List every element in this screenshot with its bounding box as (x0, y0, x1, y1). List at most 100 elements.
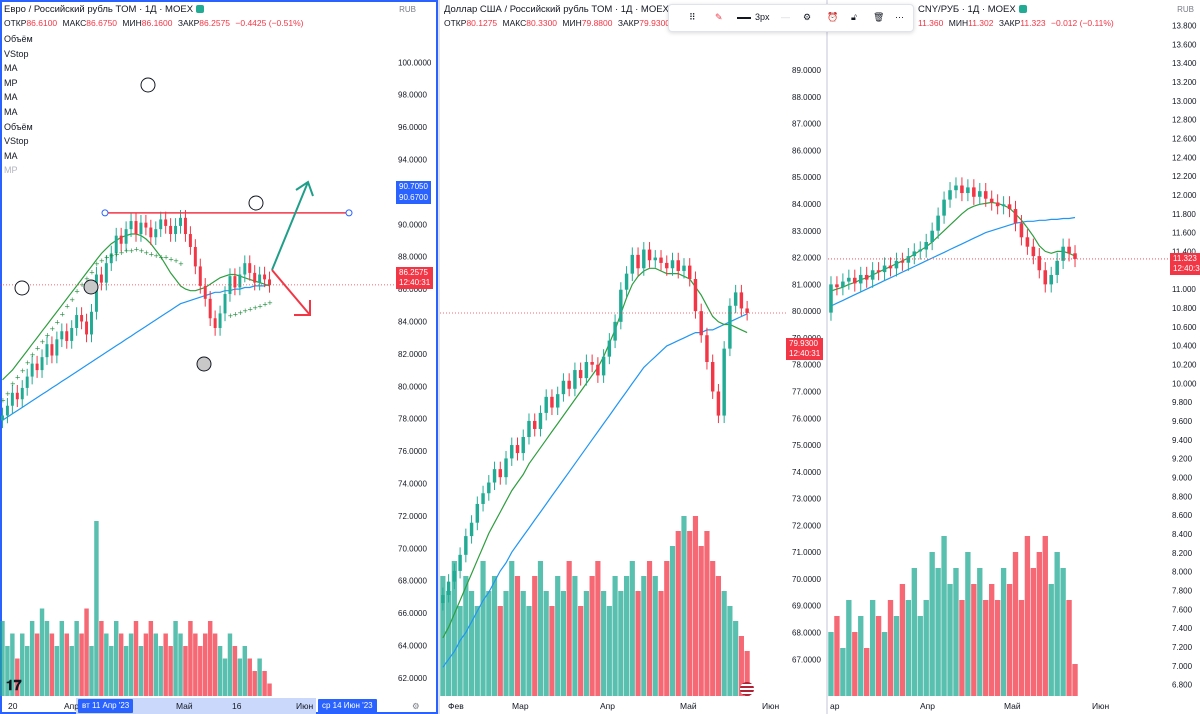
candle-body (492, 469, 497, 483)
vstop-marker: + (242, 307, 248, 315)
candle-body (544, 396, 548, 413)
chart-pane-eur-rub[interactable]: 100.000098.000096.000094.000092.000090.0… (0, 0, 438, 714)
legend-item[interactable]: MP (4, 77, 18, 88)
vstop-marker: + (158, 254, 164, 262)
volume-bar (104, 633, 109, 696)
more-icon[interactable]: ⋯ (895, 12, 904, 22)
close-label: ЗАКР (177, 18, 200, 28)
trash-icon[interactable]: 🗑︎ (873, 12, 885, 22)
legend-item[interactable]: VStop (4, 136, 29, 147)
volume-bar (29, 621, 35, 696)
candle-body (99, 274, 103, 283)
candle-body (218, 313, 222, 328)
low-label: МИН (948, 18, 969, 28)
market-open-icon (196, 5, 205, 13)
settings-gear-icon[interactable]: ⚙ (412, 701, 420, 711)
volume-bar (560, 591, 567, 696)
vstop-marker: + (84, 275, 90, 283)
candle-body (918, 249, 923, 252)
alert-clock-icon[interactable]: ⏰ (827, 12, 839, 22)
currency-label[interactable]: RUB (399, 5, 416, 14)
candle-body (208, 298, 212, 319)
legend-item[interactable]: MA (4, 150, 18, 161)
volume-bar (109, 646, 114, 696)
volume-bar (148, 621, 154, 696)
drawing-toolbar[interactable]: ⠿ ✎ 3px — ⚙ ⏰ 🔓︎ 🗑︎ ⋯ (668, 4, 914, 32)
y-tick-label: 9.200 (1172, 455, 1193, 464)
time-axis[interactable]: 20 Апр Май 16 Июн вт 11 Апр '23 ср 14 Ию… (0, 698, 438, 714)
legend-item[interactable]: MP (4, 165, 18, 176)
legend-item[interactable]: Объём (4, 34, 33, 44)
candle-body (233, 276, 237, 288)
candle-body (978, 191, 982, 197)
y-tick-label: 11.800 (1172, 210, 1196, 219)
legend-item[interactable]: MA (4, 92, 18, 103)
eur-rub-chart-canvas[interactable]: 100.000098.000096.000094.000092.000090.0… (0, 0, 438, 714)
volume-bar (15, 658, 20, 696)
legend-item[interactable]: MA (4, 106, 18, 117)
legend-item[interactable]: VStop (4, 48, 29, 59)
pane-divider[interactable] (826, 0, 828, 714)
tradingview-logo-icon[interactable]: 𝟏𝟕 (6, 677, 22, 693)
y-tick-label: 8.800 (1172, 492, 1193, 501)
settings-icon[interactable]: ⚙ (803, 12, 812, 22)
time-label: ар (830, 701, 840, 711)
chart-pane-cny-rub[interactable]: 13.800 13.600 13.400 13.200 13.000 12.800 12.6… (828, 0, 1200, 714)
time-axis[interactable]: ар Апр Май Июн (828, 698, 1200, 714)
candle-body (469, 522, 474, 537)
y-tick-label: 66.0000 (398, 609, 427, 618)
y-tick-label: 86.0000 (398, 285, 427, 294)
close-value: 11.323 (1020, 18, 1046, 28)
line-style-icon[interactable]: — (781, 12, 790, 22)
y-tick-label: 82.0000 (792, 254, 821, 263)
lock-icon[interactable]: 🔓︎ (851, 12, 857, 22)
volume-bar (99, 621, 104, 696)
volume-bar (44, 621, 50, 696)
candle-body (446, 581, 451, 596)
line-width-icon[interactable] (737, 17, 751, 19)
candle-body (688, 265, 692, 279)
y-tick-label: 12.400 (1172, 153, 1197, 162)
volume-bar (917, 616, 923, 696)
volume-bar (977, 568, 983, 696)
candle-body (498, 469, 502, 478)
volume-bar (721, 591, 727, 696)
line-width-value[interactable]: 3px (755, 12, 770, 22)
vstop-marker: + (49, 325, 55, 333)
volume-bar (440, 576, 446, 696)
volume-bar (601, 591, 607, 696)
volume-bar (39, 608, 45, 696)
usd-rub-chart-canvas[interactable]: 89.0000 88.0000 87.0000 86.0000 85.0000 84.00… (440, 0, 826, 714)
volume-bar (1006, 584, 1013, 696)
vstop-marker: + (237, 309, 243, 317)
vstop-marker: + (89, 268, 95, 276)
volume-bar (941, 536, 947, 696)
volume-bar (566, 561, 572, 696)
pencil-color-icon[interactable]: ✎ (715, 12, 723, 22)
volume-bar (1036, 552, 1042, 696)
last-price: 79.9300 (789, 339, 818, 348)
candle-body (20, 387, 24, 400)
legend-item[interactable]: MA (4, 63, 18, 74)
candle-body (596, 364, 600, 376)
legend-item[interactable]: Объём (4, 121, 33, 132)
volume-bar (852, 632, 858, 696)
volume-bar (623, 576, 630, 696)
volume-bar (89, 646, 94, 696)
vstop-marker: + (252, 304, 258, 312)
vstop-marker: + (10, 380, 16, 388)
cny-rub-chart-canvas[interactable]: 13.800 13.600 13.400 13.200 13.000 12.800 12.6… (828, 0, 1200, 714)
drag-handle-icon[interactable]: ⠿ (689, 12, 696, 22)
volume-bar (446, 591, 452, 696)
y-tick-label: 72.0000 (398, 512, 427, 521)
pane-divider[interactable] (438, 0, 440, 714)
candle-body (710, 362, 715, 392)
y-tick-label: 12.600 (1172, 134, 1197, 143)
y-tick-label: 85.0000 (792, 173, 821, 182)
y-tick-label: 80.0000 (398, 382, 427, 391)
candle-body (888, 265, 893, 269)
time-axis[interactable]: Фев Мар Апр Май Июн (440, 698, 826, 714)
candle-body (510, 445, 514, 459)
currency-label[interactable]: RUB (1177, 5, 1194, 14)
chart-pane-usd-rub[interactable]: 89.0000 88.0000 87.0000 86.0000 85.0000 84.00… (440, 0, 826, 714)
